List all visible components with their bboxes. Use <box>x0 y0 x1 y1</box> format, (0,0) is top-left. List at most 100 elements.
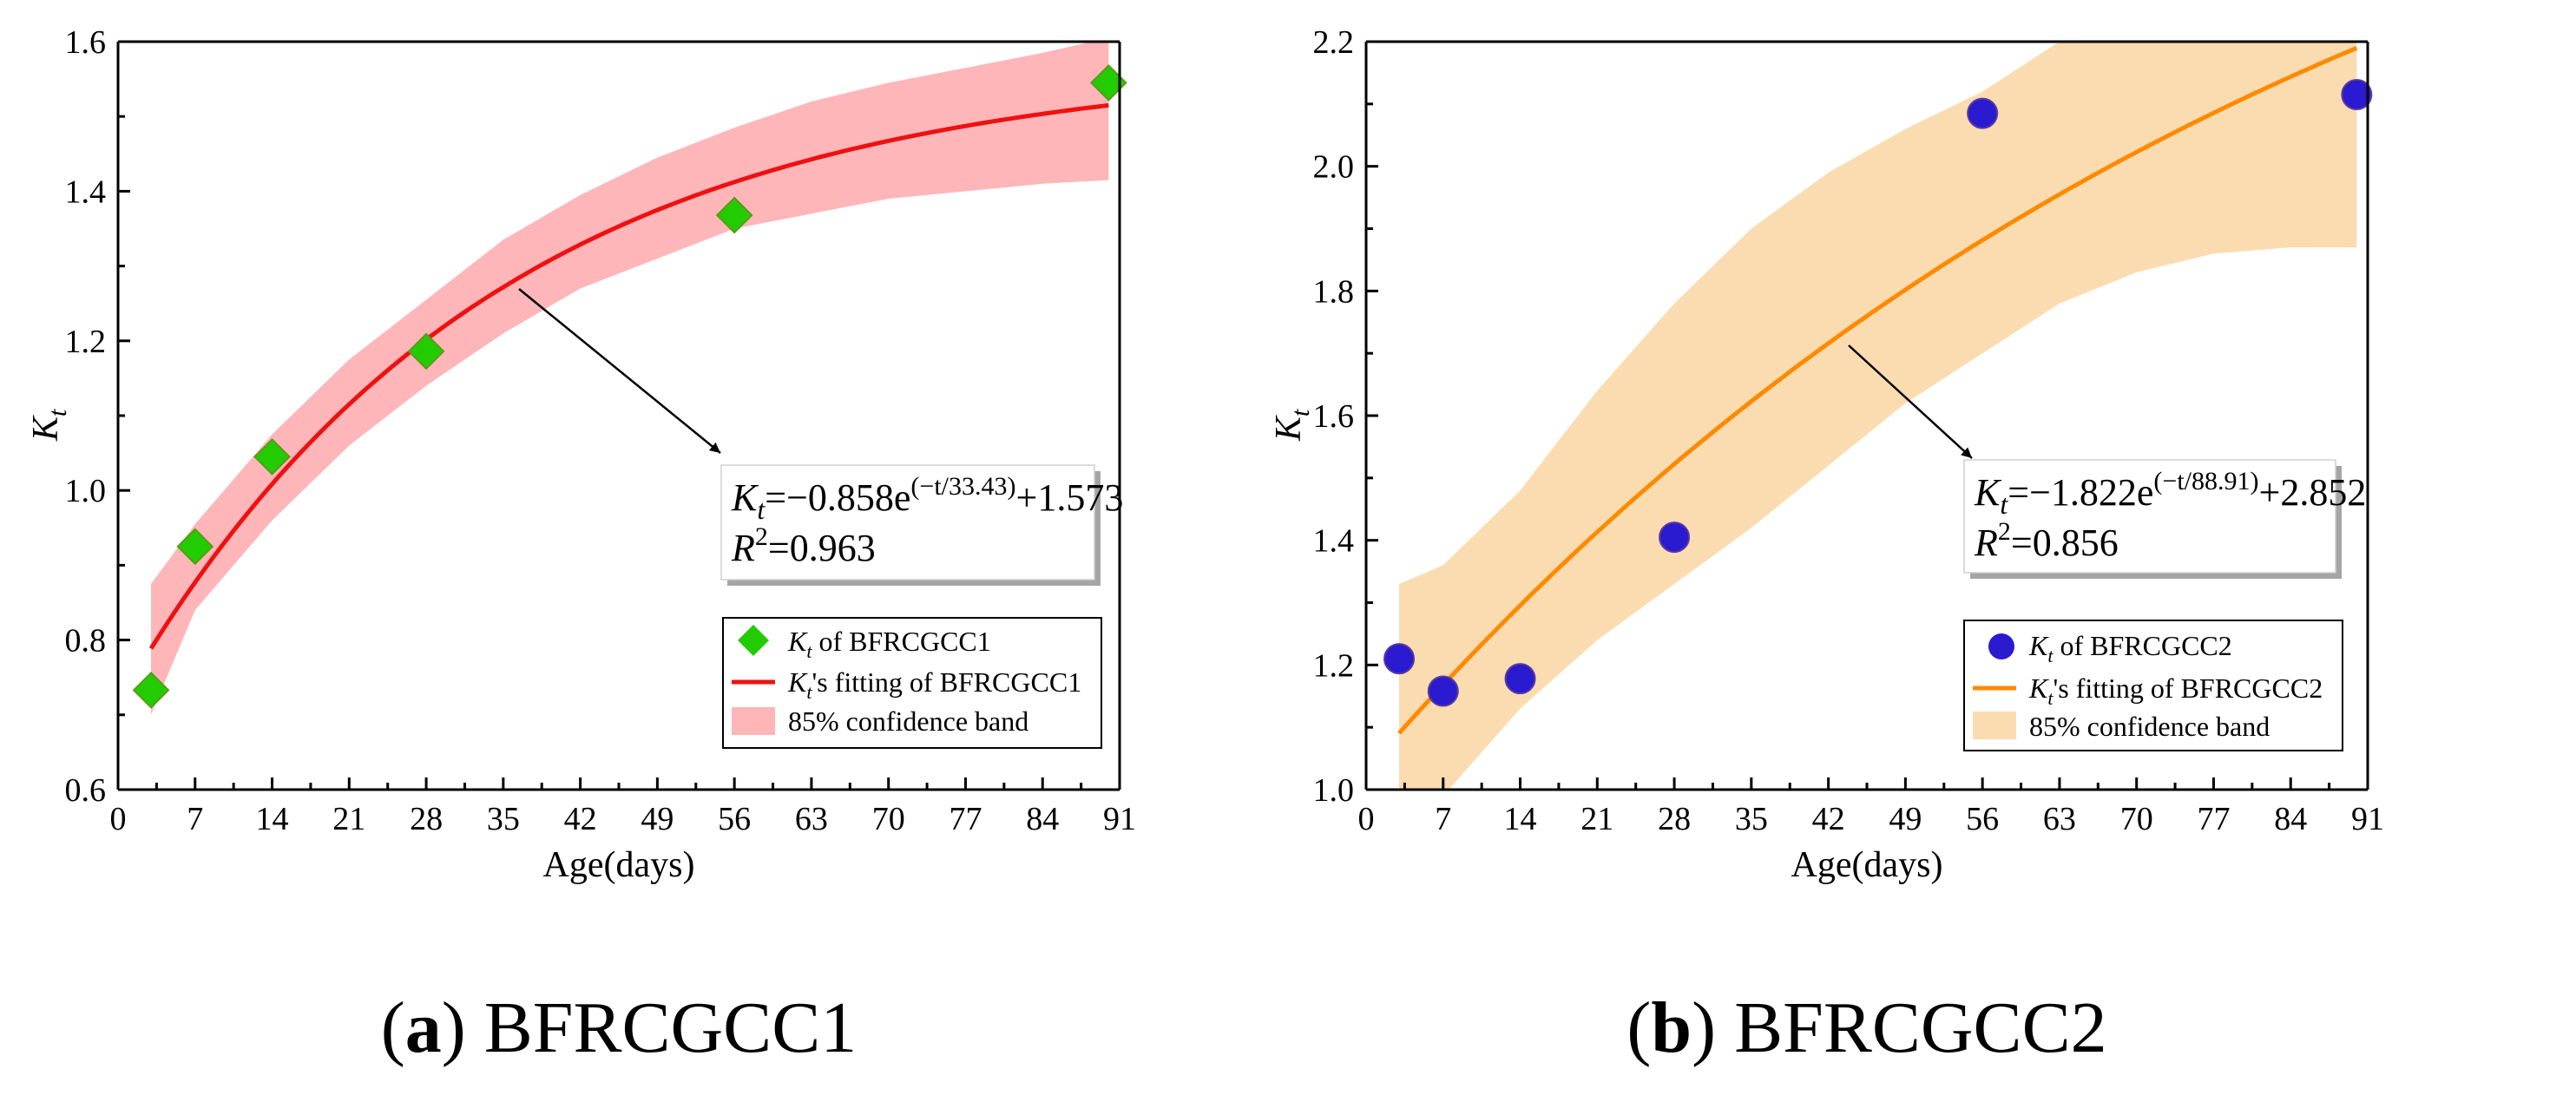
legend-label-band: 85% confidence band <box>2029 711 2270 742</box>
legend-scatter-tail: of BFRCGCC2 <box>2053 630 2231 661</box>
x-tick-label: 49 <box>641 801 674 837</box>
x-tick-label: 7 <box>187 801 203 837</box>
r2-sup: 2 <box>1998 517 2011 546</box>
eq-exponent: (−t/33.43) <box>910 472 1015 501</box>
r2-text: R2=0.963 <box>731 522 876 569</box>
fit-line-a-group <box>148 102 1109 650</box>
legend-label-scatter: Kt of BFRCGCC1 <box>787 626 991 662</box>
confidence-band-b <box>1399 42 2357 790</box>
legend-b: Kt of BFRCGCC2 Kt's fitting of BFRCGCC2 … <box>1963 620 2343 751</box>
x-tick-label: 77 <box>2197 801 2230 837</box>
x-tick-label: 14 <box>1504 801 1537 837</box>
legend-fit-main: K <box>2028 672 2049 704</box>
x-tick-label: 7 <box>1435 801 1451 837</box>
y-tick-label: 1.4 <box>1313 523 1355 560</box>
eq-coef: =−1.822e <box>2008 471 2153 514</box>
eq-tail: +2.852 <box>2259 471 2367 514</box>
confidence-band-a <box>151 42 1109 715</box>
data-point <box>176 528 214 566</box>
eq-tail: +1.573 <box>1016 476 1124 519</box>
data-points-a <box>132 63 1127 709</box>
legend-scatter-sub: t <box>806 640 812 662</box>
legend-box <box>1963 620 2343 751</box>
y-tick-label: 1.8 <box>1313 273 1355 310</box>
legend-label-band: 85% confidence band <box>788 705 1028 737</box>
data-point <box>1427 675 1459 707</box>
legend-scatter-tail: of BFRCGCC1 <box>812 626 990 657</box>
x-tick-label: 56 <box>1966 801 1999 837</box>
caption-label: BFRCGCC2 <box>1734 987 2107 1068</box>
legend-label-scatter: Kt of BFRCGCC2 <box>2028 630 2232 666</box>
y-tick-label: 2.0 <box>1313 149 1355 186</box>
y-axis-title-main: K <box>26 415 66 442</box>
y-tick-label: 1.4 <box>65 174 107 210</box>
legend-label-fit: Kt's fitting of BFRCGCC1 <box>787 666 1081 703</box>
y-tick-label: 1.6 <box>1313 398 1355 435</box>
x-tick-label: 91 <box>2351 801 2384 837</box>
legend-scatter-sub: t <box>2047 645 2054 666</box>
fit-line-b-group <box>1397 45 2358 735</box>
x-tick-label: 91 <box>1103 801 1136 837</box>
data-point <box>1504 663 1536 695</box>
legend-a: Kt of BFRCGCC1 Kt's fitting of BFRCGCC1 … <box>722 617 1102 749</box>
x-axis-title: Age(days) <box>543 845 695 885</box>
legend-fit-sub: t <box>806 681 812 703</box>
y-axis-title: Kt <box>1269 409 1315 442</box>
legend-swatch-band <box>732 707 775 735</box>
y-axis-title-sub: t <box>1286 409 1315 417</box>
y-tick-label: 1.6 <box>65 24 107 61</box>
legend-fit-tail: 's fitting of BFRCGCC2 <box>2053 672 2323 704</box>
eq-lhs-sub: t <box>757 494 766 525</box>
confidence-band-area <box>151 42 1109 715</box>
x-tick-label: 63 <box>2043 801 2076 837</box>
legend-marker-scatter <box>1988 633 2014 659</box>
x-ticks-b: 0 7 14 21 28 35 42 49 56 63 70 77 84 91 <box>1358 777 2384 837</box>
x-tick-label: 77 <box>949 801 982 837</box>
r2-sup: 2 <box>755 522 768 551</box>
x-tick-label: 84 <box>2274 801 2307 837</box>
eq-lhs-main: K <box>731 476 759 519</box>
equation-box-bg <box>720 464 1095 581</box>
y-tick-label: 1.0 <box>1313 772 1355 809</box>
data-point <box>407 332 445 371</box>
x-ticks-a: 0 7 14 21 28 35 42 49 56 63 70 77 84 91 <box>110 777 1136 837</box>
y-axis-title-main: K <box>1269 415 1309 442</box>
x-tick-label: 70 <box>872 801 905 837</box>
y-tick-label: 0.6 <box>65 772 107 809</box>
legend-scatter-main: K <box>2028 630 2049 661</box>
x-tick-label: 35 <box>487 801 520 837</box>
data-point <box>1967 97 1999 129</box>
data-point <box>2341 79 2373 111</box>
legend-fit-main: K <box>787 666 808 698</box>
fit-line <box>148 102 1109 650</box>
annotation-arrow <box>518 288 721 454</box>
data-point <box>1659 521 1691 554</box>
x-tick-label: 28 <box>410 801 443 837</box>
y-tick-label: 1.2 <box>1313 647 1355 684</box>
data-point <box>1383 643 1416 675</box>
x-axis-title: Age(days) <box>1791 845 1943 885</box>
y-ticks-a: 0.6 0.8 1.0 1.2 1.4 1.6 <box>65 24 130 809</box>
y-ticks-b: 1.0 1.2 1.4 1.6 1.8 2.0 2.2 <box>1313 24 1378 809</box>
x-tick-label: 0 <box>1358 801 1375 837</box>
r2-tail: =0.856 <box>2011 521 2119 564</box>
x-tick-label: 56 <box>718 801 751 837</box>
legend-swatch-band <box>1973 712 2016 739</box>
caption-label: BFRCGCC1 <box>484 987 858 1068</box>
x-tick-label: 63 <box>795 801 828 837</box>
x-tick-label: 84 <box>1026 801 1059 837</box>
equation-box-bg <box>1963 459 2336 574</box>
data-points-b <box>1383 79 2373 707</box>
r2-tail: =0.963 <box>768 527 876 569</box>
chart-a: 0 7 14 21 28 35 42 49 56 63 70 77 84 91 0.6 0.8 1.0 1.2 1… <box>26 24 1136 1068</box>
eq-exponent: (−t/88.91) <box>2153 467 2258 495</box>
data-point <box>715 196 753 234</box>
x-tick-label: 70 <box>2120 801 2153 837</box>
r2-main: R <box>731 527 755 569</box>
caption-a: (a) BFRCGCC1 <box>381 987 857 1068</box>
x-tick-label: 21 <box>1580 801 1613 837</box>
r2-text: R2=0.856 <box>1974 517 2119 564</box>
chart-b: 0 7 14 21 28 35 42 49 56 63 70 77 84 91 1.01.21.41.61… <box>1269 24 2384 1068</box>
y-axis-title-sub: t <box>43 409 72 417</box>
confidence-band-area <box>1399 42 2357 790</box>
